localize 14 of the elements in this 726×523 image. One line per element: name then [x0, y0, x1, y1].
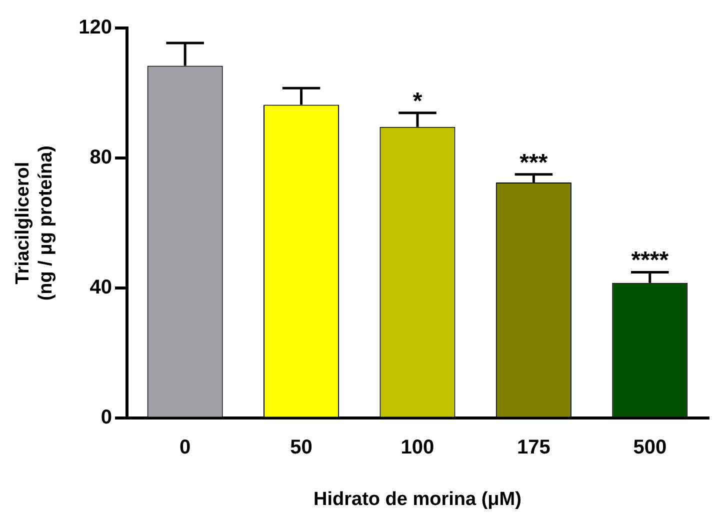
x-tick-label: 100: [400, 436, 434, 459]
annotation: ****: [631, 247, 670, 274]
x-tick-label: 0: [180, 436, 191, 459]
y-tick-label: 40: [90, 276, 112, 299]
x-tick-label: 175: [517, 436, 550, 459]
y-tick-label: 120: [78, 16, 112, 39]
x-tick-label: 50: [290, 436, 312, 459]
annotation: *: [412, 88, 423, 115]
x-tick-label: 500: [633, 436, 667, 459]
y-axis-title: Triacilglicerol (ng / μg proteína): [12, 146, 56, 301]
x-axis-title: Hidrato de morina (μM): [314, 488, 522, 510]
annotation: ***: [520, 149, 548, 176]
y-tick-label: 0: [100, 406, 112, 429]
y-tick-label: 80: [90, 146, 112, 169]
